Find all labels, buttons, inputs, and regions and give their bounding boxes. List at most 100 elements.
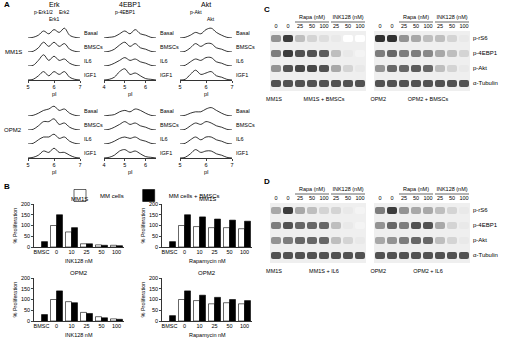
- svg-text:OPM2: OPM2: [70, 270, 88, 276]
- svg-text:100: 100: [423, 23, 432, 29]
- svg-text:OPM2: OPM2: [4, 127, 22, 133]
- svg-text:0: 0: [183, 323, 186, 329]
- svg-text:Erk: Erk: [49, 1, 60, 8]
- svg-text:50: 50: [152, 307, 158, 313]
- svg-text:150: 150: [21, 212, 30, 218]
- svg-text:Basal: Basal: [84, 30, 98, 36]
- svg-text:pI: pI: [52, 169, 57, 175]
- svg-text:6: 6: [204, 84, 207, 90]
- svg-text:Basal: Basal: [236, 108, 250, 114]
- svg-text:IGF1: IGF1: [236, 72, 248, 78]
- svg-text:6: 6: [144, 162, 147, 168]
- svg-text:BMSC: BMSC: [34, 323, 50, 329]
- svg-text:150: 150: [21, 286, 30, 292]
- svg-text:0: 0: [274, 23, 277, 29]
- svg-text:5: 5: [26, 162, 29, 168]
- svg-text:150: 150: [149, 212, 158, 218]
- svg-text:Basal: Basal: [236, 30, 250, 36]
- svg-text:OPM2: OPM2: [198, 270, 216, 276]
- svg-text:Rapa (nM): Rapa (nM): [403, 14, 429, 20]
- svg-text:% Proliferation: % Proliferation: [140, 208, 146, 244]
- svg-text:0: 0: [183, 249, 186, 255]
- svg-text:BMSC: BMSC: [34, 249, 50, 255]
- svg-text:BMSC: BMSC: [162, 323, 178, 329]
- svg-text:IGF1: IGF1: [84, 150, 96, 156]
- svg-text:25: 25: [437, 23, 443, 29]
- svg-text:IL6: IL6: [160, 136, 168, 142]
- svg-text:Rapamycin nM: Rapamycin nM: [189, 258, 226, 264]
- svg-text:25: 25: [401, 23, 407, 29]
- svg-text:200: 200: [21, 275, 30, 281]
- svg-text:BMSCs: BMSCs: [160, 122, 179, 128]
- svg-text:INK128 (nM): INK128 (nM): [436, 14, 467, 20]
- svg-text:C: C: [264, 5, 270, 14]
- svg-text:50: 50: [309, 195, 315, 201]
- svg-text:Rapamycin nM: Rapamycin nM: [189, 332, 226, 338]
- svg-text:IL6: IL6: [236, 136, 244, 142]
- svg-text:100: 100: [21, 296, 30, 302]
- svg-text:IGF1: IGF1: [160, 150, 172, 156]
- svg-text:0: 0: [27, 318, 30, 324]
- svg-text:200: 200: [149, 201, 158, 207]
- svg-text:50: 50: [24, 307, 30, 313]
- svg-text:0: 0: [378, 23, 381, 29]
- svg-text:pI: pI: [128, 169, 133, 175]
- svg-text:100: 100: [240, 249, 249, 255]
- svg-text:INK128 nM: INK128 nM: [65, 332, 93, 338]
- svg-text:4: 4: [102, 84, 105, 90]
- svg-text:50: 50: [345, 23, 351, 29]
- svg-text:D: D: [264, 177, 270, 186]
- svg-text:10: 10: [68, 249, 74, 255]
- svg-text:IGF1: IGF1: [160, 72, 172, 78]
- svg-text:6: 6: [52, 162, 55, 168]
- svg-text:25: 25: [333, 195, 339, 201]
- svg-text:0: 0: [274, 195, 277, 201]
- svg-text:BMSC: BMSC: [162, 249, 178, 255]
- svg-text:6: 6: [52, 84, 55, 90]
- svg-text:B: B: [4, 182, 10, 191]
- svg-text:25: 25: [297, 195, 303, 201]
- svg-text:IL6: IL6: [160, 58, 168, 64]
- svg-text:IL6: IL6: [84, 58, 92, 64]
- svg-text:p-4EBP1: p-4EBP1: [473, 222, 498, 228]
- svg-text:OPM2 + BMSCs: OPM2 + BMSCs: [408, 96, 449, 102]
- svg-text:Basal: Basal: [84, 108, 98, 114]
- svg-text:5: 5: [123, 84, 126, 90]
- svg-text:BMSCs: BMSCs: [236, 122, 255, 128]
- svg-text:50: 50: [413, 195, 419, 201]
- svg-text:INK128 (nM): INK128 (nM): [436, 186, 467, 192]
- svg-text:MM1S: MM1S: [266, 268, 282, 274]
- svg-text:Erk1: Erk1: [49, 16, 60, 22]
- svg-text:p-rS6: p-rS6: [473, 35, 488, 41]
- svg-text:100: 100: [112, 323, 121, 329]
- svg-text:0: 0: [55, 249, 58, 255]
- svg-text:MM1S: MM1S: [71, 196, 88, 202]
- svg-text:α-Tubulin: α-Tubulin: [473, 252, 498, 258]
- svg-text:INK128 (nM): INK128 (nM): [332, 14, 363, 20]
- svg-text:50: 50: [309, 23, 315, 29]
- svg-text:Akt: Akt: [201, 1, 211, 8]
- svg-text:25: 25: [297, 23, 303, 29]
- svg-text:25: 25: [437, 195, 443, 201]
- svg-text:25: 25: [211, 249, 217, 255]
- svg-text:Rapa (nM): Rapa (nM): [299, 186, 325, 192]
- svg-text:0: 0: [286, 23, 289, 29]
- svg-text:10: 10: [196, 249, 202, 255]
- svg-text:0: 0: [155, 318, 158, 324]
- svg-text:0: 0: [155, 244, 158, 250]
- svg-text:pI: pI: [52, 91, 57, 97]
- svg-text:MM1S: MM1S: [5, 49, 22, 55]
- svg-text:100: 100: [459, 23, 468, 29]
- svg-text:100: 100: [319, 23, 328, 29]
- svg-text:MM1S: MM1S: [266, 96, 282, 102]
- svg-text:100: 100: [240, 323, 249, 329]
- svg-text:pI: pI: [128, 91, 133, 97]
- svg-text:% Proliferation: % Proliferation: [12, 282, 18, 318]
- svg-text:5: 5: [178, 84, 181, 90]
- svg-text:0: 0: [378, 195, 381, 201]
- svg-text:Basal: Basal: [160, 30, 174, 36]
- svg-text:A: A: [4, 0, 10, 9]
- svg-text:5: 5: [26, 84, 29, 90]
- svg-text:50: 50: [98, 323, 104, 329]
- svg-text:OPM2 + IL6: OPM2 + IL6: [413, 268, 443, 274]
